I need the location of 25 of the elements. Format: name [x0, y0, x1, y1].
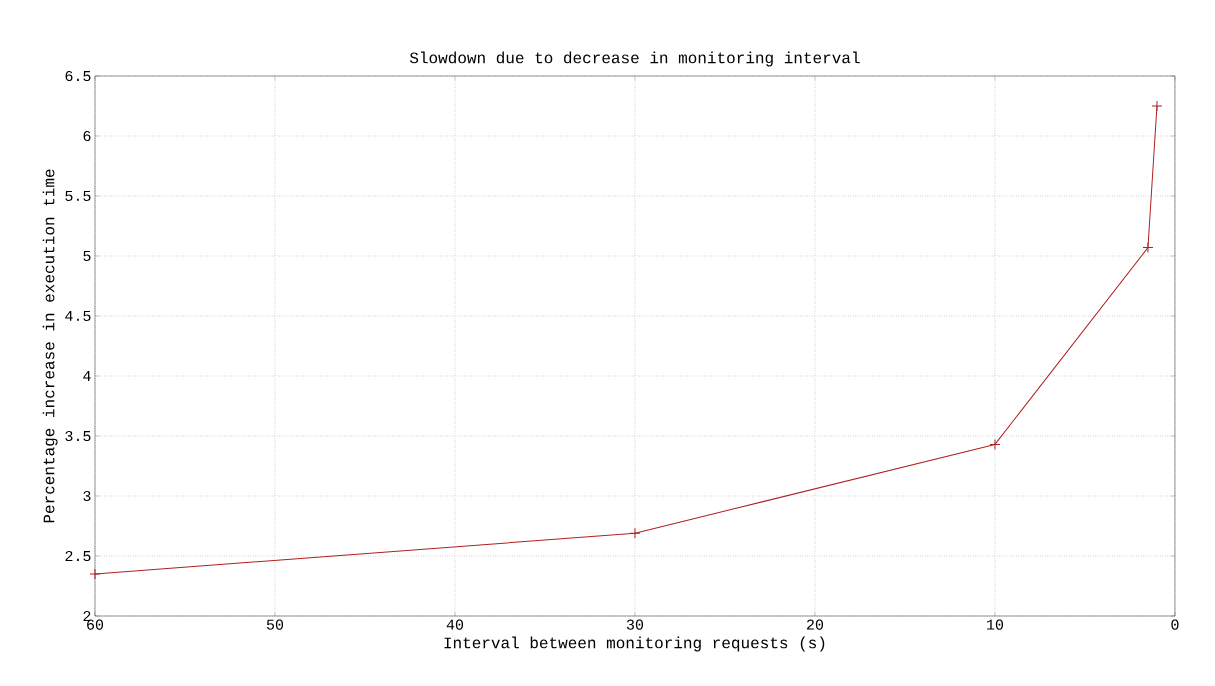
x-tick-label: 20 — [807, 619, 824, 630]
y-tick-label: 2 — [83, 610, 91, 622]
y-axis-title: Percentage increase in execution time — [42, 169, 58, 523]
y-tick-label: 3 — [83, 490, 91, 502]
x-axis-title: Interval between monitoring requests (s) — [444, 636, 825, 652]
x-tick-label: 30 — [626, 619, 644, 630]
x-tick-label: 40 — [446, 619, 464, 630]
chart-title: Slowdown due to decrease in monitoring interval — [409, 51, 860, 67]
y-tick-label: 5.5 — [65, 190, 91, 202]
point — [1151, 100, 1163, 112]
x-tick-label: 60 — [87, 619, 104, 630]
x-tick-label: 50 — [266, 619, 284, 630]
y-tick-label: 4 — [83, 371, 91, 381]
x-tick-label: 0 — [1171, 619, 1179, 630]
point — [629, 527, 641, 539]
point — [989, 438, 1001, 450]
y-tick-label: 5 — [83, 250, 91, 262]
y-tick-label: 3.5 — [65, 430, 91, 442]
x-tick-label: 10 — [987, 619, 1004, 630]
point — [89, 568, 101, 580]
y-tick-label: 6 — [83, 130, 91, 142]
y-tick-label: 2.5 — [65, 550, 91, 562]
point — [1142, 242, 1154, 254]
y-tick-label: 6.5 — [65, 70, 91, 82]
y-tick-label: 4.5 — [65, 310, 91, 322]
